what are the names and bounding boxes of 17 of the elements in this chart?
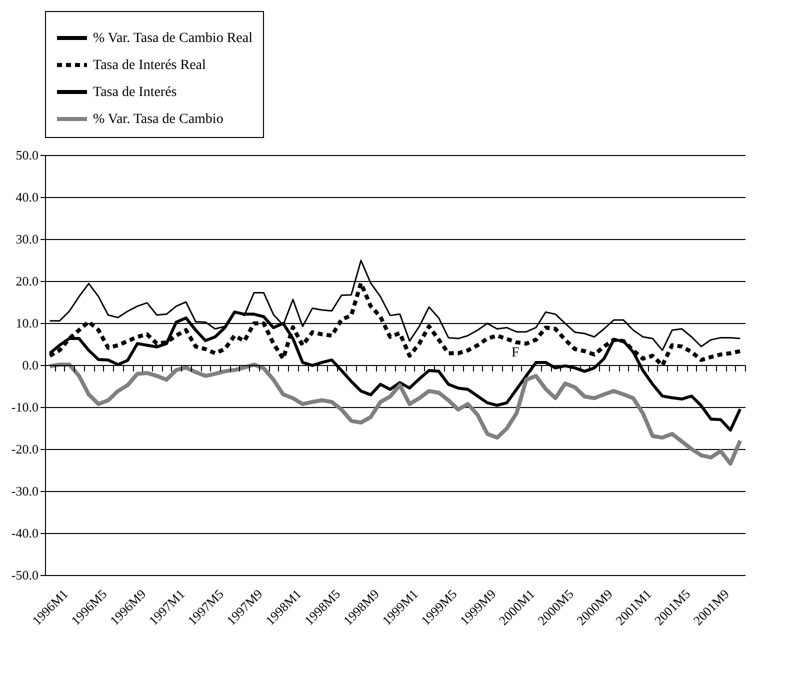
y-tick-label: 0.0 bbox=[22, 358, 38, 372]
y-tick-label: -50.0 bbox=[11, 568, 38, 582]
y-tick-label: 30.0 bbox=[16, 232, 38, 246]
y-tick-label: -10.0 bbox=[11, 400, 38, 414]
y-tick-label: 40.0 bbox=[16, 190, 38, 204]
y-tick-label: -30.0 bbox=[11, 484, 38, 498]
y-tick-label: 20.0 bbox=[16, 274, 38, 288]
y-tick-label: -20.0 bbox=[11, 442, 38, 456]
y-tick-label: 10.0 bbox=[16, 316, 38, 330]
y-tick-label: -40.0 bbox=[11, 526, 38, 540]
annotation: F bbox=[512, 345, 520, 360]
legend-label: % Var. Tasa de Cambio bbox=[93, 112, 224, 127]
legend-label: Tasa de Interés Real bbox=[93, 58, 206, 73]
y-tick-label: 50.0 bbox=[16, 148, 38, 162]
legend-label: Tasa de Interés bbox=[93, 85, 177, 100]
legend-label: % Var. Tasa de Cambio Real bbox=[93, 31, 253, 46]
line-series bbox=[48, 362, 742, 466]
